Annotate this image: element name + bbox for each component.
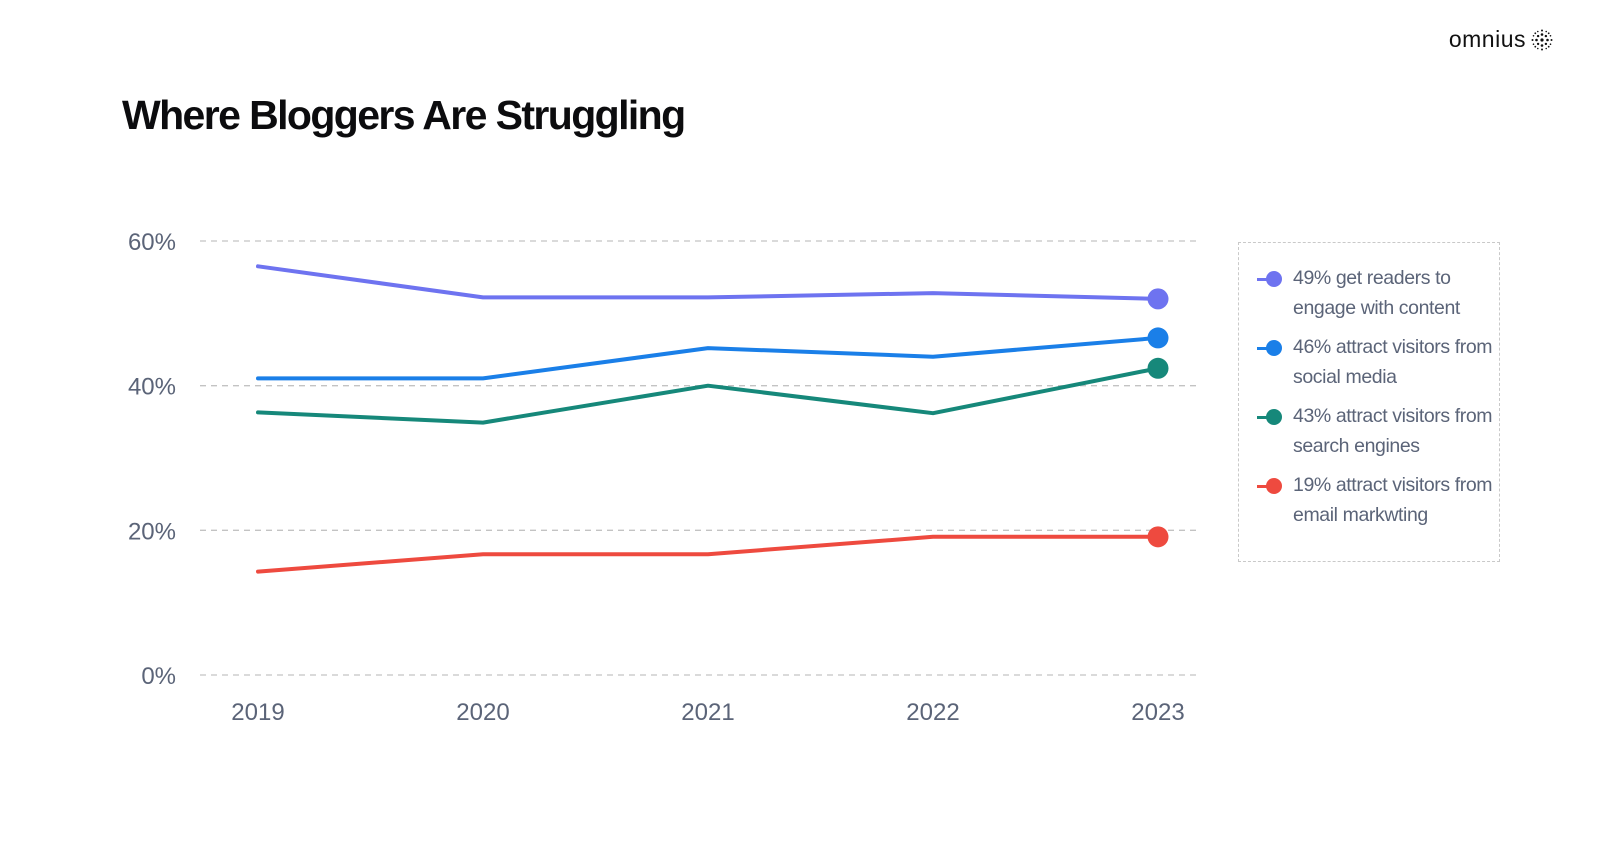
legend-label: 43% attract visitors from search engines (1293, 405, 1493, 457)
legend-swatch (1257, 407, 1285, 427)
dotted-sphere-icon (1531, 29, 1553, 50)
legend-label: 19% attract visitors from email markwtin… (1293, 474, 1493, 526)
chart-legend: 49% get readers to engage with content 46… (1238, 242, 1500, 562)
legend-item: 43% attract visitors from search engines (1257, 405, 1499, 461)
y-tick-label: 0% (141, 663, 176, 690)
y-tick-label: 60% (128, 229, 176, 256)
series-end-marker (1147, 526, 1169, 548)
y-tick-label: 20% (128, 518, 176, 545)
x-tick-label: 2023 (1131, 699, 1184, 726)
series-line-4 (256, 534, 1160, 574)
brand-name: omnius (1448, 26, 1526, 52)
legend-label: 49% get readers to engage with content (1293, 267, 1460, 319)
series-line-1 (256, 264, 1160, 301)
legend-item: 49% get readers to engage with content (1257, 267, 1499, 323)
series-line-3 (256, 366, 1160, 425)
x-tick-label: 2019 (231, 699, 284, 726)
legend-item: 46% attract visitors from social media (1257, 336, 1499, 392)
x-tick-label: 2020 (456, 699, 509, 726)
legend-swatch (1257, 269, 1285, 289)
series-end-marker (1147, 327, 1169, 349)
x-tick-label: 2021 (681, 699, 734, 726)
legend-label: 46% attract visitors from social media (1293, 336, 1493, 388)
series-line-2 (256, 335, 1160, 381)
page-title: Where Bloggers Are Struggling (122, 92, 686, 138)
x-tick-label: 2022 (906, 699, 959, 726)
legend-swatch (1257, 476, 1285, 496)
series-end-marker (1147, 288, 1169, 310)
y-tick-label: 40% (128, 374, 176, 401)
series-end-marker (1147, 357, 1169, 379)
legend-item: 19% attract visitors from email markwtin… (1257, 474, 1499, 530)
legend-swatch (1257, 338, 1285, 358)
brand-logo: omnius (1449, 26, 1553, 53)
